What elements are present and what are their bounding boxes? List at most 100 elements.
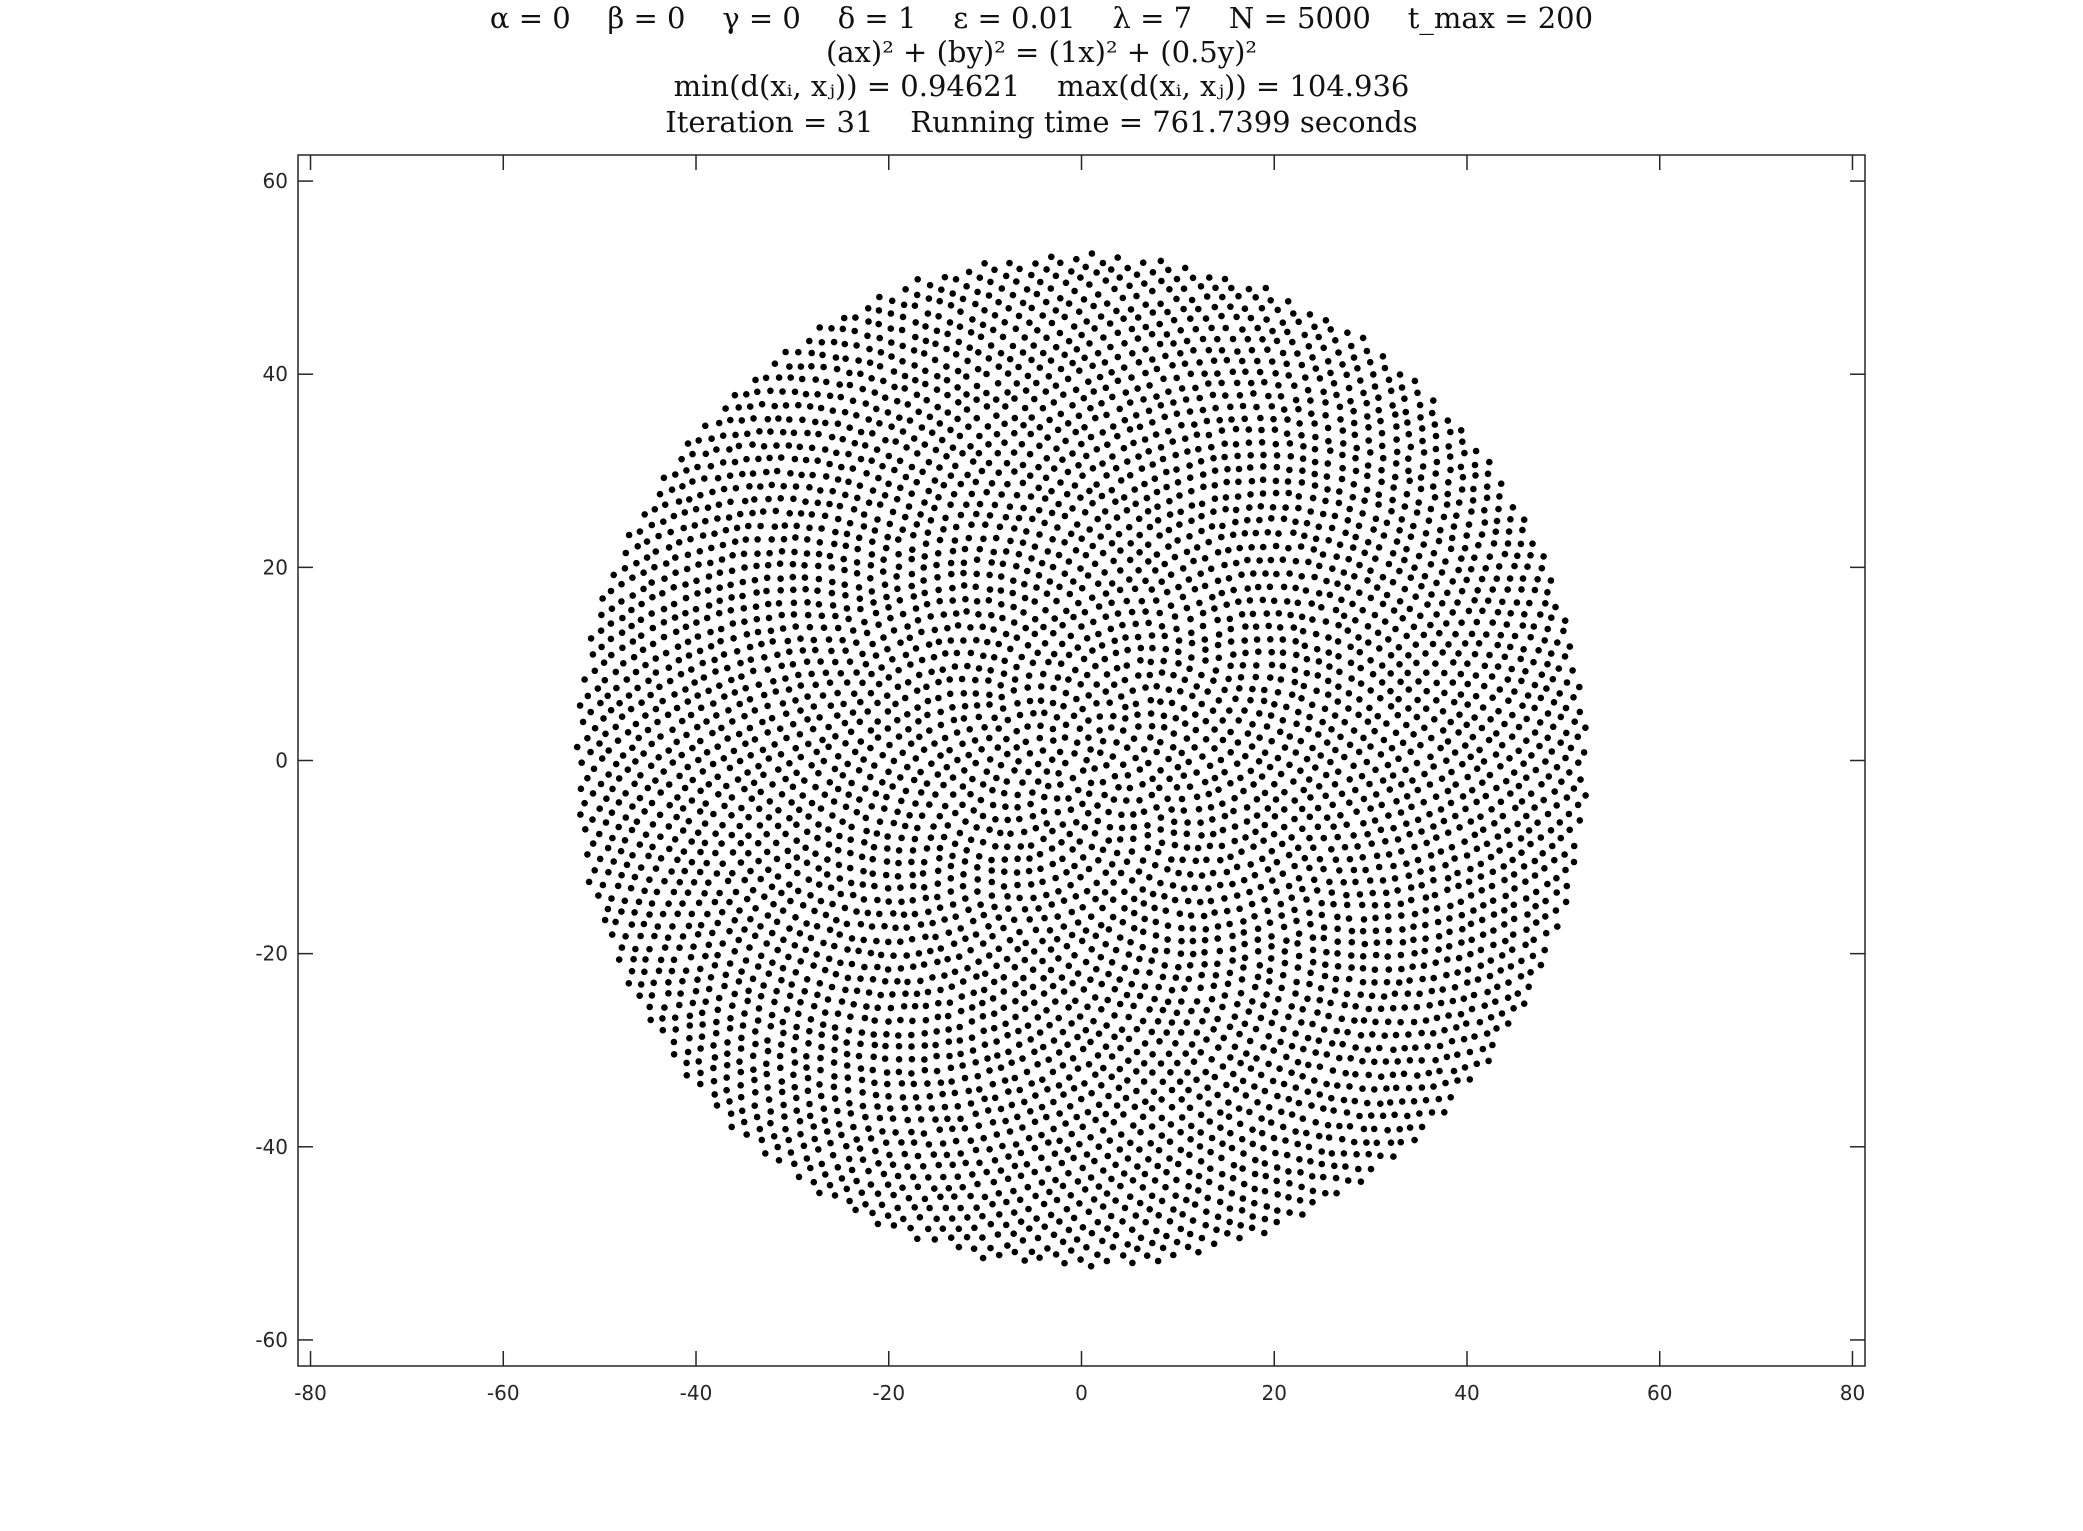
data-point (1271, 426, 1279, 434)
data-point (1100, 1167, 1107, 1174)
data-point (603, 795, 610, 802)
data-point (1069, 979, 1076, 987)
data-point (889, 1161, 897, 1168)
data-point (1490, 540, 1498, 547)
data-point (1001, 420, 1008, 428)
data-point (1041, 519, 1048, 527)
data-point (1048, 487, 1055, 495)
data-point (844, 974, 852, 982)
data-point (889, 991, 896, 998)
data-point (948, 983, 956, 990)
data-point (1448, 768, 1455, 776)
data-point (1148, 330, 1156, 338)
data-point (853, 559, 861, 566)
data-point (1037, 697, 1045, 704)
data-point (1002, 630, 1010, 638)
data-point (845, 1027, 853, 1034)
data-point (1176, 1078, 1184, 1085)
data-point (1234, 452, 1241, 460)
data-point (1124, 458, 1131, 465)
data-point (1493, 517, 1501, 525)
data-point (1171, 613, 1179, 620)
data-point (935, 586, 942, 594)
data-point (884, 645, 891, 653)
data-point (836, 875, 844, 882)
data-point (843, 1185, 851, 1193)
data-point (1178, 937, 1185, 945)
data-point (1013, 380, 1021, 387)
data-point (765, 814, 773, 821)
data-point (1069, 505, 1076, 512)
data-point (791, 942, 799, 949)
data-point (1356, 696, 1363, 703)
data-point (973, 824, 980, 831)
data-point (803, 828, 811, 836)
data-point (629, 744, 636, 752)
data-point (1288, 1003, 1295, 1010)
data-point (1190, 557, 1197, 565)
data-point (1361, 940, 1369, 948)
data-point (834, 785, 842, 793)
data-point (1375, 544, 1383, 551)
data-point (930, 653, 938, 661)
data-point (1054, 808, 1062, 816)
data-point (1369, 889, 1376, 897)
data-point (1350, 727, 1358, 734)
data-point (1068, 931, 1076, 939)
data-point (1036, 734, 1044, 742)
data-point (1207, 804, 1215, 811)
data-point (1168, 1019, 1176, 1026)
data-point (1024, 1022, 1032, 1029)
data-point (1208, 324, 1215, 332)
data-point (1446, 453, 1454, 460)
data-point (612, 723, 619, 731)
data-point (934, 867, 942, 875)
data-point (990, 1024, 998, 1032)
data-point (1153, 393, 1160, 400)
data-point (1048, 253, 1055, 261)
data-point (901, 385, 908, 392)
data-point (609, 785, 616, 793)
data-point (1015, 758, 1022, 765)
data-point (690, 943, 697, 950)
data-point (1099, 778, 1107, 786)
data-point (860, 523, 868, 530)
data-point (920, 577, 927, 584)
data-point (679, 805, 687, 812)
data-point (947, 559, 955, 567)
data-point (871, 1079, 878, 1087)
data-point (1497, 763, 1504, 770)
data-point (1171, 841, 1179, 849)
data-point (1141, 915, 1148, 923)
data-point (1363, 758, 1371, 766)
data-point (1291, 666, 1299, 674)
data-point (1489, 1041, 1496, 1049)
data-point (921, 1066, 929, 1074)
data-point (1334, 963, 1342, 970)
data-point (1119, 918, 1127, 926)
data-point (957, 1150, 964, 1157)
data-point (839, 772, 847, 779)
data-point (608, 605, 616, 612)
data-point (755, 455, 762, 463)
data-point (1492, 751, 1500, 758)
data-point (610, 858, 617, 865)
data-point (1187, 1136, 1194, 1143)
data-point (1390, 824, 1397, 832)
data-point (607, 706, 615, 714)
data-point (617, 847, 625, 855)
data-point (1001, 1077, 1009, 1084)
data-point (1022, 387, 1030, 394)
data-point (1272, 477, 1280, 485)
data-point (1036, 531, 1043, 538)
data-point (1432, 793, 1440, 800)
data-point (840, 555, 847, 563)
data-point (1183, 1196, 1190, 1204)
data-point (1521, 611, 1528, 618)
data-point (883, 1069, 891, 1076)
data-point (821, 966, 829, 974)
data-point (1471, 554, 1478, 561)
data-point (1387, 1139, 1395, 1146)
data-point (1048, 509, 1056, 517)
data-point (684, 1048, 692, 1056)
